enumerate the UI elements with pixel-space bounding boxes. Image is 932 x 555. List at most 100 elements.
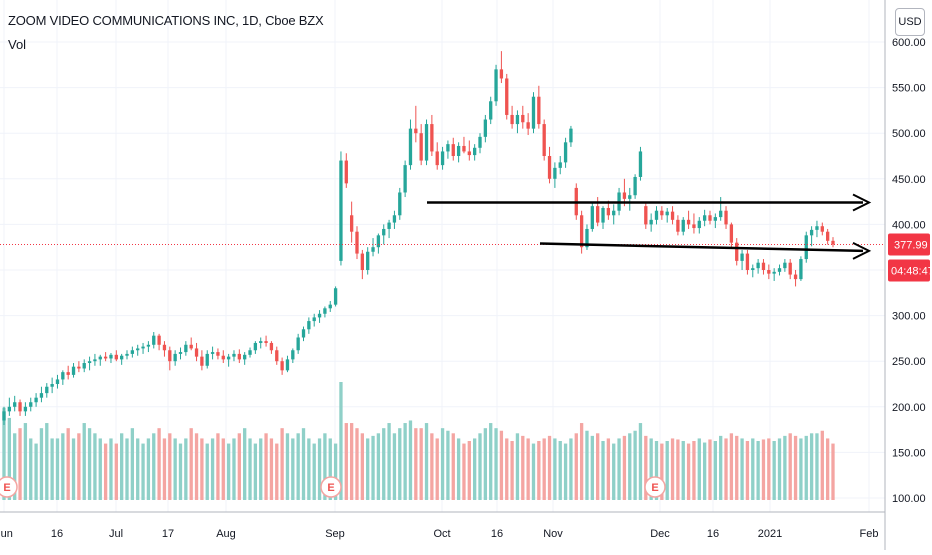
candle-body xyxy=(809,229,814,236)
candle-body xyxy=(740,253,744,261)
candle-body xyxy=(660,210,664,216)
volume-bar xyxy=(596,433,600,500)
candle-body xyxy=(547,156,552,179)
volume-bar xyxy=(205,443,209,500)
candle-body xyxy=(670,211,675,220)
volume-bar xyxy=(633,430,637,500)
candle-body xyxy=(360,253,364,270)
candle-body xyxy=(473,147,477,156)
currency-button[interactable]: USD xyxy=(895,8,925,36)
earnings-marker xyxy=(644,476,666,498)
candle-body xyxy=(456,145,461,156)
candle-body xyxy=(612,210,616,216)
candle-body xyxy=(71,366,76,375)
volume-bar xyxy=(617,438,621,500)
volume-bar xyxy=(521,435,525,500)
candle-body xyxy=(301,329,306,338)
volume-bar xyxy=(360,433,364,500)
volume-bar xyxy=(253,443,258,500)
volume-bar xyxy=(692,441,696,500)
candle-body xyxy=(622,192,627,199)
volume-bar xyxy=(569,438,573,500)
candle-body xyxy=(200,356,204,366)
volume-bar xyxy=(515,433,520,500)
current-price-badge xyxy=(888,233,930,256)
volume-bar xyxy=(681,441,685,500)
candle-body xyxy=(23,406,28,412)
candle-body xyxy=(590,206,594,229)
candle-body xyxy=(114,354,118,360)
volume-bar xyxy=(221,438,225,500)
candle-body xyxy=(649,219,653,225)
volume-bar xyxy=(403,423,407,500)
candle-body xyxy=(815,226,819,230)
y-tick-label: 150.00 xyxy=(892,447,926,459)
candle-body xyxy=(745,253,750,270)
candle-body xyxy=(601,207,605,223)
candle-body xyxy=(259,341,263,343)
volume-bar xyxy=(660,443,664,500)
volume-bar xyxy=(87,428,92,500)
volume-bar xyxy=(430,433,434,500)
candle-body xyxy=(382,228,386,236)
candle-body xyxy=(285,359,290,371)
volume-bar xyxy=(702,442,707,500)
candle-body xyxy=(708,215,712,221)
earnings-marker xyxy=(0,476,18,498)
volume-bar xyxy=(232,438,236,500)
trendlines[interactable] xyxy=(427,193,872,260)
candle-body xyxy=(120,355,124,360)
symbol-title[interactable]: ZOOM VIDEO COMMUNICATIONS INC, 1D, Cboe … xyxy=(8,13,324,28)
volume-bar xyxy=(125,438,129,500)
candle-body xyxy=(676,219,680,232)
volume-bar xyxy=(323,433,327,500)
candle-body xyxy=(521,114,525,123)
candle-body xyxy=(264,341,268,343)
candle-body xyxy=(216,352,220,356)
volume-bar xyxy=(644,435,648,500)
volume-bar xyxy=(333,443,338,500)
candle-body xyxy=(719,210,723,218)
candle-body xyxy=(61,372,65,380)
volume-bar xyxy=(729,433,734,500)
candle-body xyxy=(7,406,12,412)
candle-body xyxy=(376,235,381,248)
volume-bar xyxy=(499,430,504,500)
candle-body xyxy=(2,411,6,421)
candle-body xyxy=(579,215,584,248)
volume-bar xyxy=(2,407,6,500)
volume-bar xyxy=(157,428,161,500)
y-tick-label: 550.00 xyxy=(892,83,926,95)
volume-bar xyxy=(735,435,739,500)
volume-bar xyxy=(435,438,439,500)
x-tick-label: Nov xyxy=(543,528,563,540)
earnings-marker-label: E xyxy=(651,482,658,494)
candle-body xyxy=(467,151,471,156)
volume-bar xyxy=(200,438,204,500)
candle-body xyxy=(93,359,97,362)
volume-bar xyxy=(45,423,49,500)
candle-body xyxy=(269,342,274,351)
volume-bar xyxy=(793,435,798,500)
candle-body xyxy=(665,211,669,216)
candle-body xyxy=(761,262,766,270)
candle-body xyxy=(29,402,33,407)
candle-body xyxy=(537,96,541,125)
candle-body xyxy=(184,344,188,353)
volume-bar xyxy=(462,443,466,500)
candle-body xyxy=(585,228,589,248)
candle-body xyxy=(681,219,685,232)
candle-body xyxy=(243,354,247,360)
volume-bar xyxy=(349,423,354,500)
volume-bar xyxy=(719,435,723,500)
candle-body xyxy=(194,348,199,357)
candle-body xyxy=(275,350,279,362)
x-tick-label: Sep xyxy=(325,528,345,540)
candle-body xyxy=(280,361,284,371)
volume-bar xyxy=(440,428,445,500)
volume-bar xyxy=(50,438,54,500)
